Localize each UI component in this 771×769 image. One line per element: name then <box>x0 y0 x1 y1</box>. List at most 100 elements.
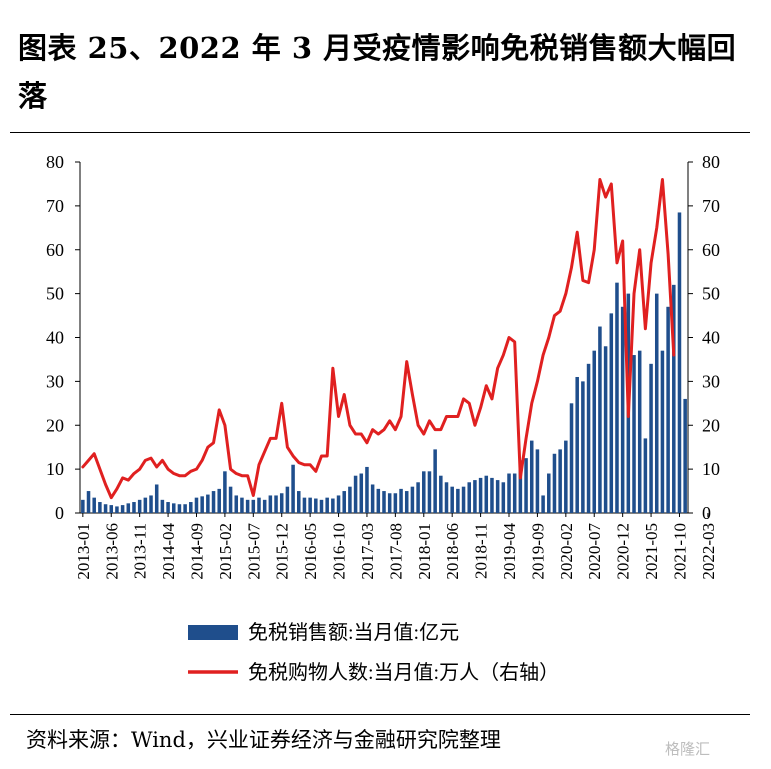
bar <box>189 502 193 513</box>
left-tick-label: 20 <box>46 415 64 435</box>
right-tick-label: 60 <box>702 240 720 260</box>
bar <box>637 350 642 513</box>
bar <box>109 505 114 513</box>
bar <box>484 475 489 513</box>
x-tick-label: 2022-03 <box>699 523 718 580</box>
bar <box>132 502 136 513</box>
left-tick-label: 50 <box>46 284 64 304</box>
bar <box>353 475 358 513</box>
bar <box>654 293 659 513</box>
bar <box>382 491 386 513</box>
bar <box>245 499 250 513</box>
bar <box>393 493 398 513</box>
bar <box>342 491 346 513</box>
bar <box>228 486 233 513</box>
watermark-text: 格隆汇 <box>665 740 711 758</box>
bar <box>240 497 244 513</box>
bar <box>672 284 676 513</box>
x-tick-label: 2018-01 <box>415 523 434 580</box>
bar <box>120 505 125 513</box>
bar <box>279 493 284 513</box>
left-tick-label: 40 <box>46 328 64 348</box>
bar <box>103 504 108 513</box>
bar <box>387 493 392 513</box>
left-tick-label: 60 <box>46 240 64 260</box>
bar <box>427 471 432 513</box>
right-tick-label: 20 <box>702 415 720 435</box>
bar <box>268 495 273 513</box>
bar <box>154 484 159 513</box>
bar-series-sales <box>81 212 687 514</box>
bar <box>558 449 562 513</box>
bar <box>336 495 341 513</box>
bar <box>325 497 329 513</box>
bar <box>564 440 568 513</box>
bar <box>274 495 278 513</box>
bar <box>581 381 585 513</box>
axes: 0 10 20 30 40 50 60 70 80 0 10 20 30 40 50 60 70 80 <box>46 152 720 523</box>
bar <box>643 438 648 513</box>
right-tick-label: 50 <box>702 284 720 304</box>
bar <box>211 491 216 513</box>
bar <box>632 355 636 513</box>
left-tick-label: 70 <box>46 196 64 216</box>
bar <box>450 486 454 513</box>
x-tick-label: 2020-12 <box>614 523 633 580</box>
x-tick-labels: 2013-01 2013-06 2013-11 2014-04 2014-09 2015-… <box>74 513 718 580</box>
bar <box>331 498 335 513</box>
left-tick-label: 80 <box>46 152 64 172</box>
bar <box>598 326 602 513</box>
bar <box>149 495 153 513</box>
bar <box>444 482 449 513</box>
bar <box>297 491 301 513</box>
bar <box>223 471 227 513</box>
bar <box>456 488 460 513</box>
x-tick-label: 2019-04 <box>500 523 519 580</box>
bar <box>524 458 528 513</box>
bar <box>569 403 574 513</box>
bar <box>200 496 204 513</box>
bar <box>541 495 545 513</box>
x-tick-label: 2015-07 <box>244 523 263 580</box>
bar <box>552 453 557 513</box>
x-tick-label: 2021-05 <box>642 523 661 580</box>
bar <box>512 473 517 513</box>
bar <box>666 306 670 513</box>
bar <box>115 506 119 513</box>
right-tick-label: 40 <box>702 328 720 348</box>
x-tick-label: 2015-02 <box>216 523 235 580</box>
bar <box>518 460 523 513</box>
bar <box>683 398 687 513</box>
chart: 0 10 20 30 40 50 60 70 80 0 10 20 30 40 50 60 70 80 2013-… <box>46 152 720 684</box>
bar <box>81 499 85 513</box>
bottom-rule <box>10 714 750 715</box>
left-tick-label: 0 <box>55 503 64 523</box>
source-note: 资料来源：Wind，兴业证券经济与金融研究院整理 <box>26 728 501 752</box>
bar <box>410 486 415 513</box>
line-series-shoppers <box>81 178 676 500</box>
bar <box>677 212 682 514</box>
bar <box>285 486 290 513</box>
bar <box>535 449 540 513</box>
x-tick-label: 2020-07 <box>585 523 604 580</box>
bar <box>660 350 665 513</box>
x-tick-label: 2013-01 <box>74 523 93 580</box>
bar <box>404 491 409 513</box>
bar <box>649 363 653 513</box>
bar <box>365 466 369 513</box>
bar <box>370 484 375 513</box>
bar <box>143 497 148 513</box>
x-tick-label: 2018-11 <box>472 523 491 579</box>
top-rule <box>10 132 750 133</box>
x-tick-label: 2017-03 <box>358 523 377 580</box>
bar <box>206 494 210 513</box>
chart-title: 图表 25、2022 年 3 月受疫情影响免税销售额大幅回落 <box>18 31 737 113</box>
x-tick-label: 2020-02 <box>557 523 576 580</box>
bar <box>171 503 176 513</box>
legend: 免税销售额:当月值:亿元 免税购物人数:当月值:万人（右轴） <box>188 621 559 684</box>
x-tick-label: 2014-04 <box>159 523 178 580</box>
bar <box>257 497 261 513</box>
bar <box>319 499 324 513</box>
bar <box>137 499 142 513</box>
bar <box>507 473 511 513</box>
